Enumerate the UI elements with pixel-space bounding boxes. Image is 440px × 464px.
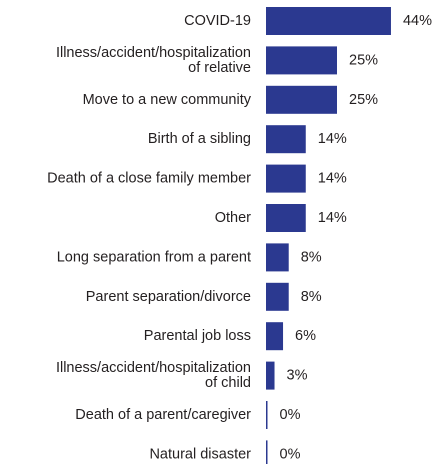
bar-row: Death of a close family member 14% <box>47 164 347 193</box>
value-label: 44% <box>403 13 432 29</box>
category-label: Death of a parent/caregiver <box>75 407 251 423</box>
category-label: Other <box>215 210 251 226</box>
value-label: 0% <box>280 407 301 423</box>
value-label: 14% <box>318 131 347 147</box>
bar <box>266 361 275 390</box>
bar <box>266 282 289 311</box>
bar <box>266 164 306 193</box>
value-label: 8% <box>301 289 322 305</box>
bar-row: Parental job loss 6% <box>144 322 316 351</box>
category-label: Birth of a sibling <box>148 131 251 147</box>
bar-row: Birth of a sibling 14% <box>148 125 347 154</box>
bar-row: Move to a new community 25% <box>83 85 378 114</box>
bar <box>266 204 306 232</box>
category-label: Natural disaster <box>149 446 251 462</box>
value-label: 8% <box>301 249 322 265</box>
category-label: Long separation from a parent <box>57 249 251 265</box>
bar <box>266 440 268 464</box>
bar-row: Parent separation/divorce 8% <box>86 282 322 311</box>
category-label: of child <box>205 375 251 391</box>
bar <box>266 85 337 114</box>
bar-row: Long separation from a parent 8% <box>57 243 322 272</box>
value-label: 14% <box>318 171 347 187</box>
bar-row: Natural disaster 0% <box>149 440 301 464</box>
category-label: Illness/accident/hospitalization <box>56 360 251 376</box>
bar-row: COVID-19 44% <box>184 7 432 35</box>
value-label: 14% <box>318 210 347 226</box>
category-label: Parent separation/divorce <box>86 289 251 305</box>
category-label: Move to a new community <box>83 92 252 108</box>
bar <box>266 46 337 75</box>
category-label: Death of a close family member <box>47 171 251 187</box>
value-label: 25% <box>349 92 378 108</box>
bar <box>266 243 289 272</box>
bar-row: Other 14% <box>215 204 347 232</box>
bar <box>266 125 306 154</box>
category-label: COVID-19 <box>184 13 251 29</box>
value-label: 0% <box>280 446 301 462</box>
value-label: 25% <box>349 52 378 68</box>
category-label: of relative <box>188 60 251 76</box>
chart-rows: COVID-19 44% Illness/accident/hospitalizat… <box>47 7 432 464</box>
bar <box>266 322 284 351</box>
bar <box>266 401 268 429</box>
value-label: 3% <box>287 368 308 384</box>
value-label: 6% <box>295 328 316 344</box>
bar <box>266 7 391 35</box>
category-label: Illness/accident/hospitalization <box>56 45 251 61</box>
bar-row: Death of a parent/caregiver 0% <box>75 401 301 429</box>
category-label: Parental job loss <box>144 328 251 344</box>
